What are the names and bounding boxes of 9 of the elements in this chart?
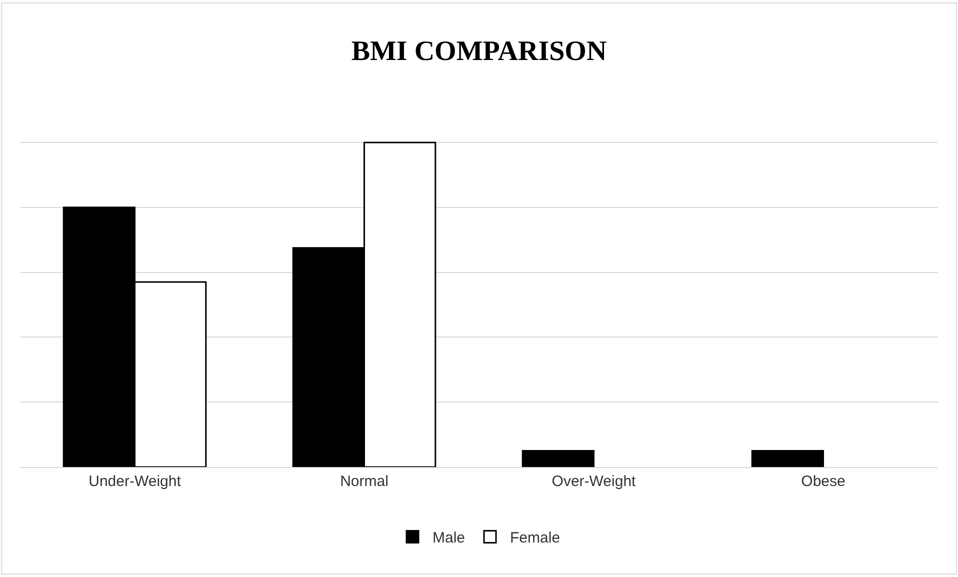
legend-label: Male	[432, 530, 466, 547]
x-tick-label: Under-Weight	[88, 473, 182, 490]
bar	[751, 450, 824, 467]
bar	[522, 450, 594, 467]
x-tick-label: Over-Weight	[552, 473, 637, 490]
chart-title: BMI COMPARISON	[351, 36, 607, 67]
x-tick-label: Obese	[801, 473, 846, 490]
x-tick-label: Normal	[340, 473, 388, 490]
legend-label: Female	[510, 530, 560, 547]
